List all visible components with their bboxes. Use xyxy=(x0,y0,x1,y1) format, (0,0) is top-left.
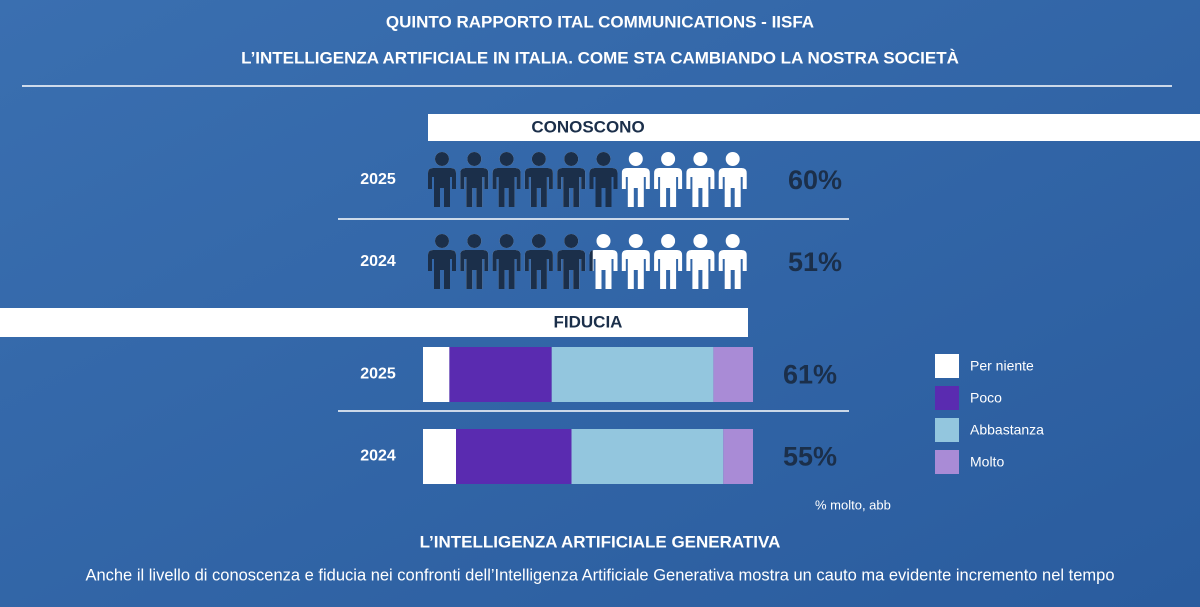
person-head xyxy=(661,234,676,248)
section-band xyxy=(0,308,748,337)
section-band xyxy=(428,114,1200,141)
person-head xyxy=(564,234,579,248)
person-head xyxy=(693,152,708,166)
person-body xyxy=(621,168,650,207)
title: QUINTO RAPPORTO ITAL COMMUNICATIONS - II… xyxy=(386,12,814,31)
person-body xyxy=(492,250,521,289)
section-title: CONOSCONO xyxy=(531,117,644,136)
person-body xyxy=(718,250,747,289)
value-label: 60% xyxy=(788,165,842,195)
legend-swatch xyxy=(935,386,959,410)
total-label: 55% xyxy=(783,442,837,472)
person-body xyxy=(654,250,683,289)
person-head xyxy=(596,234,611,248)
person-body xyxy=(492,168,521,207)
bar-segment xyxy=(551,347,714,402)
person-body xyxy=(621,250,650,289)
total-label: 61% xyxy=(783,360,837,390)
person-head xyxy=(725,152,740,166)
person-head xyxy=(499,234,514,248)
legend-swatch xyxy=(935,418,959,442)
person-head xyxy=(693,234,708,248)
footer-text: Anche il livello di conoscenza e fiducia… xyxy=(85,566,1114,584)
person-body xyxy=(686,250,715,289)
person-body xyxy=(654,168,683,207)
legend-label: Per niente xyxy=(970,358,1034,374)
bar-segment xyxy=(456,429,572,484)
person-body xyxy=(428,168,456,207)
person-head xyxy=(628,152,643,166)
section-title: FIDUCIA xyxy=(554,312,623,331)
legend-swatch xyxy=(935,354,959,378)
year-label: 2025 xyxy=(360,171,396,188)
person-head xyxy=(435,234,449,248)
footer-title: L’INTELLIGENZA ARTIFICIALE GENERATIVA xyxy=(420,532,781,551)
year-label: 2024 xyxy=(360,448,396,465)
person-body xyxy=(589,250,618,289)
legend-label: Molto xyxy=(970,454,1004,470)
person-body xyxy=(589,250,593,271)
year-label: 2024 xyxy=(360,253,396,270)
bar-segment xyxy=(449,347,552,402)
person-head xyxy=(531,234,546,248)
person-body xyxy=(524,250,553,289)
person-body xyxy=(460,250,489,289)
bar-segment xyxy=(713,347,753,402)
person-head xyxy=(435,152,449,166)
person-head xyxy=(596,152,611,166)
person-head xyxy=(531,152,546,166)
person-body xyxy=(524,168,553,207)
legend-label: Abbastanza xyxy=(970,422,1044,438)
person-head xyxy=(725,234,740,248)
bar-segment xyxy=(423,347,450,402)
bar-segment xyxy=(571,429,724,484)
person-body xyxy=(686,168,715,207)
person-head xyxy=(467,152,482,166)
year-label: 2025 xyxy=(360,366,396,383)
icons-on xyxy=(428,152,622,207)
person-body xyxy=(428,250,456,289)
person-head xyxy=(628,234,643,248)
value-label: 51% xyxy=(788,247,842,277)
person-body xyxy=(718,168,747,207)
legend-swatch xyxy=(935,450,959,474)
person-body xyxy=(589,168,618,207)
person-head xyxy=(467,234,482,248)
person-head xyxy=(499,152,514,166)
subtitle: L’INTELLIGENZA ARTIFICIALE IN ITALIA. CO… xyxy=(241,48,959,67)
person-body xyxy=(621,172,622,189)
icons-on xyxy=(428,234,593,289)
person-body xyxy=(557,168,586,207)
bar-segment xyxy=(723,429,753,484)
note: % molto, abb xyxy=(815,497,891,512)
bar-segment xyxy=(423,429,456,484)
person-body xyxy=(460,168,489,207)
person-body xyxy=(557,250,586,289)
person-head xyxy=(564,152,579,166)
person-head xyxy=(661,152,676,166)
legend-label: Poco xyxy=(970,390,1002,406)
